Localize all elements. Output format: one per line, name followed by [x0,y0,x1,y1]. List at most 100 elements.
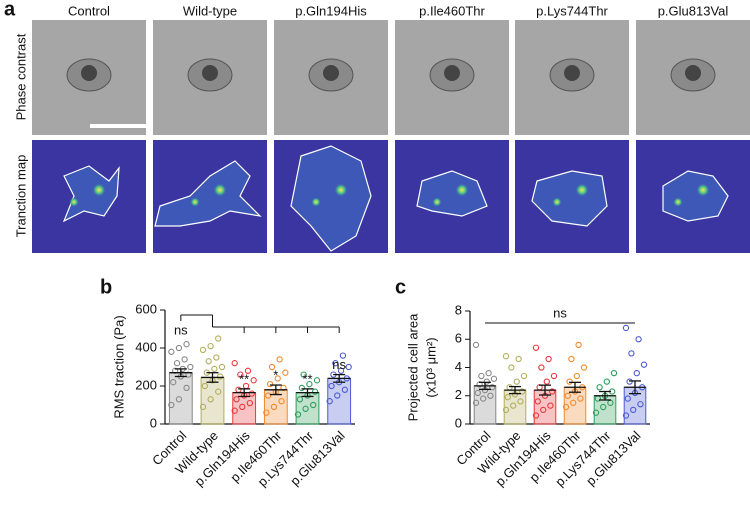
data-point [199,346,207,354]
data-point [168,401,175,409]
y-tick-label: 0 [150,415,157,430]
data-point [506,384,513,391]
data-point [239,403,246,411]
data-point [183,384,190,392]
y-tick-label: 400 [135,339,157,354]
nucleus [323,65,339,81]
y-tick-label: 4 [455,359,462,374]
data-point [339,352,347,359]
nucleus [444,65,460,81]
significance: ns [174,322,188,337]
data-point [334,392,341,399]
data-point [532,412,540,419]
data-point [171,367,179,374]
data-point [332,360,339,367]
data-point [508,364,515,371]
nucleus [685,65,701,81]
data-point [263,409,270,416]
data-point [472,341,480,349]
data-point [502,406,510,414]
traction-spot [190,197,200,207]
y-axis-label: Projected cell area [405,313,420,421]
y-tick-label: 600 [135,301,157,316]
data-point [274,375,281,382]
data-point [337,367,345,374]
data-point [624,395,631,402]
traction-spot [696,183,710,197]
data-point [550,372,558,380]
bar [295,392,320,425]
data-point [205,358,212,365]
data-point [564,392,571,399]
data-point [547,402,554,409]
data-point [170,379,177,386]
column-title: p.Gln194His [295,3,367,18]
data-point [244,367,252,374]
data-point [474,389,481,397]
data-point [568,355,575,363]
data-point [235,386,242,393]
data-point [517,398,524,405]
data-point [515,355,522,363]
data-point [532,344,540,351]
traction-spot [213,183,227,197]
data-point [276,356,283,363]
panel-label: a [4,0,16,20]
data-point [246,399,254,407]
data-point [268,363,276,371]
data-point [485,369,492,377]
significance: ns [553,305,567,320]
row-label: Phase contrast [13,33,28,120]
scale-bar [90,124,146,128]
data-point [280,384,287,392]
data-point [640,361,648,368]
cell-outline [62,165,120,223]
data-point [213,354,220,361]
data-point [231,407,238,414]
data-point [215,335,222,342]
data-point [216,373,224,380]
image-grid [32,20,750,253]
data-point [566,378,573,385]
significance: ** [302,371,312,386]
data-point [637,401,644,408]
data-point [201,382,209,390]
significance: * [273,367,278,382]
data-point [294,411,302,418]
row-label: Tranction map [13,155,28,238]
data-point [211,365,218,373]
data-point [298,384,305,392]
data-point [300,371,307,378]
traction-spot [673,197,683,207]
column-title: p.Lys744Thr [536,3,608,18]
data-point [218,363,226,371]
data-point [603,378,610,385]
data-point [610,369,618,377]
data-point [310,401,317,409]
traction-spot [552,197,562,207]
data-point [483,378,490,385]
data-point [237,371,244,378]
data-point [313,377,321,384]
cell-outline [154,160,262,227]
column-title: Wild-type [183,3,237,18]
cell-outline [290,145,372,252]
data-point [199,403,207,411]
data-point [478,372,485,380]
data-point [489,384,496,391]
data-point [580,364,588,371]
data-point [596,384,603,391]
column-title: p.Ile460Thr [419,3,485,18]
data-point [231,360,238,367]
data-point [520,372,528,380]
cell-outline [531,170,608,227]
traction-spot [311,197,321,207]
y-tick-label: 8 [455,302,462,317]
data-point [502,353,510,360]
data-point [207,396,214,403]
cell-outline [662,170,729,222]
data-point [577,395,584,402]
data-point [472,399,480,406]
y-tick-label: 0 [455,415,462,430]
